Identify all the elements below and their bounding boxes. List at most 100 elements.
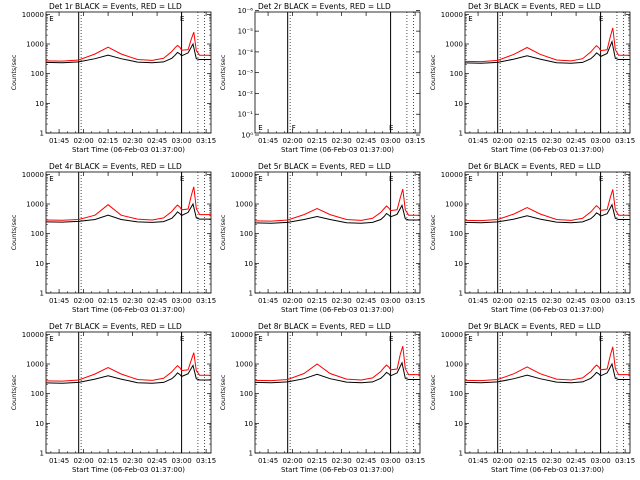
- x-tick-label: 03:00: [172, 297, 192, 305]
- y-tick-label: 10: [35, 100, 44, 108]
- x-axis-label: Start Time (06-Feb-03 01:37:00): [491, 466, 604, 474]
- plot-frame: [45, 331, 212, 454]
- y-tick-label: 10000: [22, 11, 44, 19]
- x-tick-label: 03:00: [591, 457, 611, 465]
- x-axis-label: Start Time (06-Feb-03 01:37:00): [72, 466, 185, 474]
- x-tick-label: 02:45: [147, 137, 167, 145]
- x-tick-label: 02:15: [98, 297, 118, 305]
- y-tick-label: 1: [249, 290, 253, 298]
- x-tick-label: 02:30: [122, 137, 142, 145]
- x-axis-label: Start Time (06-Feb-03 01:37:00): [491, 306, 604, 314]
- x-tick-label: 02:15: [307, 457, 327, 465]
- series-lld-line: [254, 346, 420, 382]
- flag-marker: E: [389, 175, 393, 183]
- y-tick-label: 10⁻¹: [238, 111, 254, 119]
- x-tick-label: 01:45: [468, 297, 488, 305]
- y-tick-label: 10⁻⁵: [238, 28, 254, 36]
- x-tick-label: 03:15: [196, 137, 216, 145]
- panel-title: Det 9r BLACK = Events, RED = LLD: [468, 322, 601, 331]
- x-axis-label: Start Time (06-Feb-03 01:37:00): [281, 306, 394, 314]
- x-tick-label: 01:45: [49, 137, 69, 145]
- y-tick-label: 1: [40, 130, 44, 138]
- flag-marker: E: [49, 175, 53, 183]
- x-tick-label: 01:45: [49, 457, 69, 465]
- y-tick-label: 1000: [26, 361, 44, 369]
- y-tick-label: 10: [454, 100, 463, 108]
- y-tick-label: 1: [459, 130, 463, 138]
- plot-frame: [45, 171, 212, 294]
- x-tick-label: 02:00: [282, 297, 302, 305]
- x-tick-label: 01:45: [49, 297, 69, 305]
- chart-panel-1: Det 1r BLACK = Events, RED = LLD E E 1 10 100…: [10, 2, 216, 154]
- x-tick-label: 02:30: [541, 137, 561, 145]
- flag-marker: E: [389, 335, 393, 343]
- x-tick-label: 03:15: [196, 457, 216, 465]
- y-axis-label: Counts/sec: [10, 54, 18, 90]
- x-tick-label: 02:15: [307, 137, 327, 145]
- y-tick-label: 10: [244, 420, 253, 428]
- y-tick-label: 10: [454, 420, 463, 428]
- flag-marker: F: [292, 124, 296, 132]
- x-axis-label: Start Time (06-Feb-03 01:37:00): [281, 146, 394, 154]
- chart-panel-7: Det 7r BLACK = Events, RED = LLD E E 1 10 100…: [10, 322, 216, 474]
- y-tick-label: 100: [31, 230, 44, 238]
- chart-panel-4: Det 4r BLACK = Events, RED = LLD E E 1 10 100…: [10, 162, 216, 314]
- y-axis-label: Counts/sec: [219, 214, 227, 250]
- x-tick-label: 02:30: [331, 457, 351, 465]
- y-tick-label: 100: [450, 390, 463, 398]
- panel-title: Det 3r BLACK = Events, RED = LLD: [468, 2, 601, 11]
- x-tick-label: 03:00: [591, 297, 611, 305]
- y-tick-label: 1000: [235, 201, 253, 209]
- x-tick-label: 01:45: [258, 457, 278, 465]
- x-tick-label: 02:15: [98, 457, 118, 465]
- x-axis-label: Start Time (06-Feb-03 01:37:00): [281, 466, 394, 474]
- series-events-line: [254, 204, 420, 224]
- y-tick-label: 10⁻³: [238, 69, 254, 77]
- x-tick-label: 03:00: [381, 457, 401, 465]
- x-tick-label: 02:15: [307, 297, 327, 305]
- x-axis-label: Start Time (06-Feb-03 01:37:00): [72, 306, 185, 314]
- flag-marker: E: [389, 124, 393, 132]
- x-tick-label: 03:00: [381, 137, 401, 145]
- x-tick-label: 02:30: [541, 457, 561, 465]
- x-tick-label: 01:45: [258, 137, 278, 145]
- y-tick-label: 10⁻²: [238, 90, 254, 98]
- x-tick-label: 02:00: [282, 457, 302, 465]
- y-tick-label: 10000: [441, 331, 463, 339]
- y-tick-label: 10: [244, 260, 253, 268]
- x-tick-label: 02:45: [356, 457, 376, 465]
- x-tick-label: 03:15: [405, 137, 425, 145]
- y-tick-label: 10000: [22, 171, 44, 179]
- y-axis-label: Counts/sec: [429, 214, 437, 250]
- flag-marker: E: [180, 15, 184, 23]
- plot-frame: [254, 331, 421, 454]
- panel-title: Det 1r BLACK = Events, RED = LLD: [49, 2, 182, 11]
- plot-frame: [254, 171, 421, 294]
- x-tick-label: 03:15: [615, 457, 635, 465]
- x-tick-label: 03:15: [405, 297, 425, 305]
- y-tick-label: 1000: [235, 361, 253, 369]
- x-tick-label: 02:45: [147, 457, 167, 465]
- series-events-line: [45, 42, 211, 64]
- y-tick-label: 100: [450, 70, 463, 78]
- x-tick-label: 02:00: [492, 457, 512, 465]
- x-tick-label: 03:15: [196, 297, 216, 305]
- y-tick-label: 1: [40, 450, 44, 458]
- x-tick-label: 01:45: [258, 297, 278, 305]
- flag-marker: E: [49, 335, 53, 343]
- y-tick-label: 10000: [22, 331, 44, 339]
- x-tick-label: 01:45: [468, 137, 488, 145]
- x-tick-label: 02:45: [566, 137, 586, 145]
- y-tick-label: 10000: [441, 11, 463, 19]
- chart-panel-8: Det 8r BLACK = Events, RED = LLD E E 1 10 100…: [219, 322, 425, 474]
- y-tick-label: 100: [31, 390, 44, 398]
- y-axis-label: Counts/sec: [10, 214, 18, 250]
- y-axis-label: Counts/sec: [429, 374, 437, 410]
- x-tick-label: 02:15: [98, 137, 118, 145]
- series-events-line: [464, 203, 630, 224]
- x-tick-label: 03:00: [172, 457, 192, 465]
- x-tick-label: 02:15: [517, 137, 537, 145]
- y-tick-label: 100: [240, 230, 253, 238]
